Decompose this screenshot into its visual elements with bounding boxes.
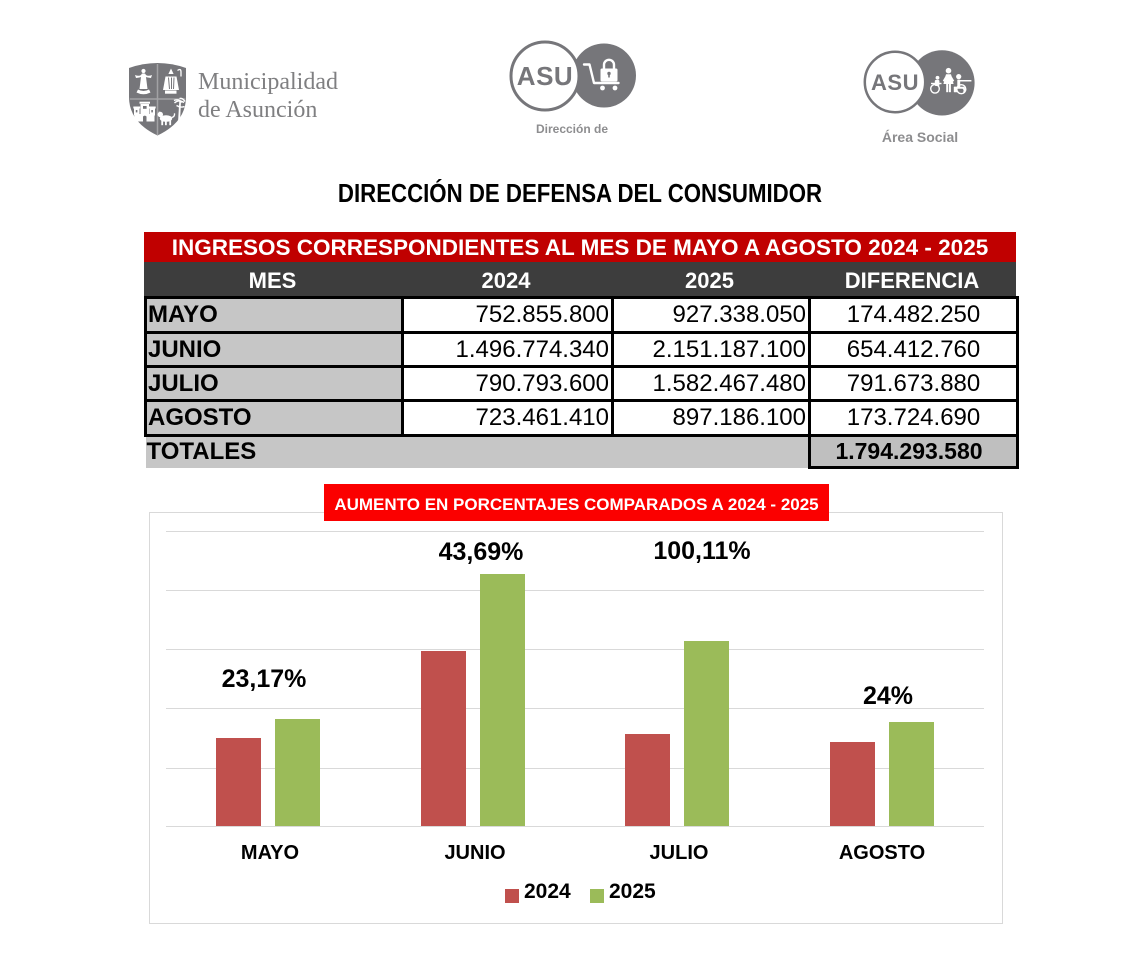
svg-text:ASU: ASU [871, 70, 919, 95]
svg-text:ASU: ASU [517, 61, 573, 91]
